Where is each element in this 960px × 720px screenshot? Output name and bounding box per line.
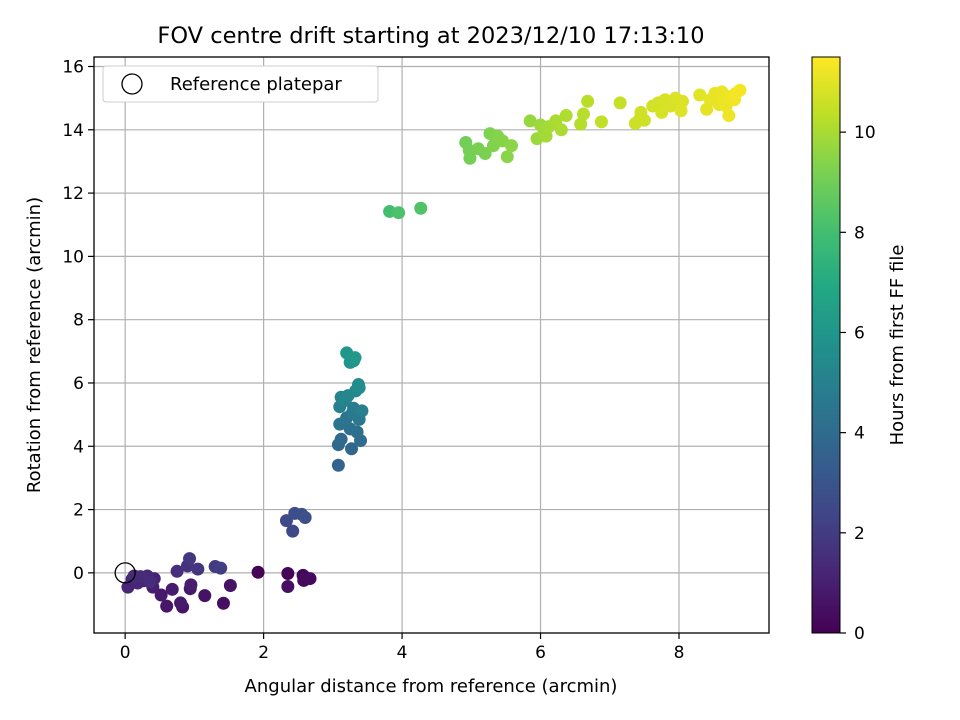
data-point <box>637 113 651 127</box>
data-point <box>198 589 212 603</box>
legend-reference-label: Reference platepar <box>170 74 342 95</box>
data-point <box>281 579 295 593</box>
reference-platepar-marker <box>114 562 136 584</box>
colorbar-label: Hours from first FF file <box>887 245 908 446</box>
colorbar-fill <box>811 56 841 634</box>
y-axis-ticks: 0 2 4 6 8 10 12 14 16 <box>62 57 94 584</box>
data-point <box>343 422 357 436</box>
data-point <box>191 562 205 576</box>
data-point <box>174 596 188 610</box>
y-tick-label: 2 <box>73 501 84 521</box>
colorbar: 0 2 4 6 8 10 Hours from first FF file <box>811 56 908 644</box>
data-point <box>722 109 736 123</box>
data-point <box>251 565 265 579</box>
data-point <box>143 575 157 589</box>
colorbar-tick-label: 8 <box>854 223 865 243</box>
y-tick-label: 16 <box>62 57 84 77</box>
colorbar-tick-label: 2 <box>854 524 865 544</box>
data-point <box>674 104 688 118</box>
colorbar-tick-label: 4 <box>854 424 865 444</box>
data-point <box>355 404 369 418</box>
data-point <box>160 599 174 613</box>
data-point <box>576 107 590 121</box>
data-point <box>523 114 537 128</box>
x-tick-label: 4 <box>397 643 408 663</box>
x-axis-label: Angular distance from reference (arcmin) <box>245 676 618 697</box>
data-point <box>581 94 595 108</box>
y-tick-label: 6 <box>73 374 84 394</box>
data-point <box>345 442 359 456</box>
data-point <box>165 582 179 596</box>
data-point <box>286 524 300 538</box>
y-tick-label: 4 <box>73 437 84 457</box>
data-point <box>733 83 747 97</box>
data-point <box>500 150 514 164</box>
data-point <box>331 458 345 472</box>
legend-reference-marker <box>121 73 143 95</box>
colorbar-tick-label: 10 <box>854 123 876 143</box>
data-point <box>334 432 348 446</box>
data-point <box>133 570 147 584</box>
data-point <box>675 94 689 108</box>
colorbar-tick-label: 0 <box>854 624 865 644</box>
data-point <box>655 105 669 119</box>
chart-title: FOV centre drift starting at 2023/12/10 … <box>157 23 704 49</box>
data-point <box>478 147 492 161</box>
data-point <box>348 351 362 365</box>
data-point <box>154 588 168 602</box>
data-point <box>223 579 237 593</box>
data-point <box>298 510 312 524</box>
data-point <box>559 109 573 123</box>
data-point <box>574 117 588 131</box>
y-axis-label: Rotation from reference (arcmin) <box>24 197 45 493</box>
colorbar-ticks: 0 2 4 6 8 10 <box>840 123 876 644</box>
data-point <box>693 88 707 102</box>
data-point <box>183 552 197 566</box>
x-axis-ticks: 0 2 4 6 8 <box>120 633 685 663</box>
data-point <box>504 139 518 153</box>
grid-lines <box>94 57 769 633</box>
data-point <box>392 206 406 220</box>
x-tick-label: 0 <box>120 643 131 663</box>
y-tick-label: 10 <box>62 247 84 267</box>
data-point <box>594 115 608 129</box>
data-point <box>281 567 295 581</box>
colorbar-tick-label: 6 <box>854 323 865 343</box>
data-point <box>554 123 568 137</box>
x-tick-label: 6 <box>535 643 546 663</box>
x-tick-label: 2 <box>258 643 269 663</box>
legend-box <box>102 65 379 103</box>
data-points <box>114 83 747 614</box>
data-point <box>351 378 365 392</box>
y-tick-label: 12 <box>62 184 84 204</box>
data-point <box>121 580 135 594</box>
y-tick-label: 14 <box>62 121 84 141</box>
data-point <box>216 596 230 610</box>
y-tick-label: 8 <box>73 311 84 331</box>
x-tick-label: 8 <box>674 643 685 663</box>
data-point <box>297 573 311 587</box>
data-point <box>414 201 428 215</box>
data-point <box>184 578 198 592</box>
data-point <box>214 561 228 575</box>
legend: Reference platepar <box>102 65 379 103</box>
data-point <box>170 564 184 578</box>
data-point <box>613 96 627 110</box>
y-tick-label: 0 <box>73 564 84 584</box>
plot-area-frame <box>93 56 770 634</box>
